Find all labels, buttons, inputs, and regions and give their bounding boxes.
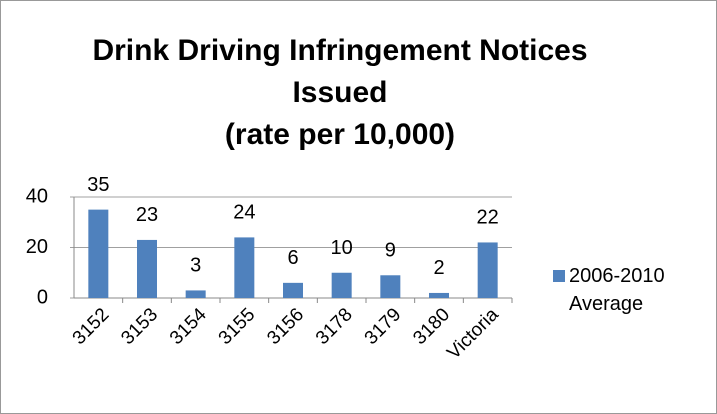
data-label: 10 bbox=[331, 237, 353, 259]
chart-title: Drink Driving Infringement Notices Issue… bbox=[92, 34, 588, 109]
bar bbox=[477, 242, 498, 298]
bar bbox=[429, 292, 449, 298]
data-label: 35 bbox=[87, 174, 109, 196]
x-tick-label: 3178 bbox=[312, 304, 357, 349]
bar bbox=[234, 237, 255, 298]
x-tick-label: 3155 bbox=[215, 304, 260, 349]
x-tick-label: 3154 bbox=[166, 304, 211, 349]
y-tick-label: 0 bbox=[37, 286, 48, 308]
x-tick-label: Victoria bbox=[443, 304, 503, 364]
x-tick-label: 3180 bbox=[409, 304, 454, 349]
chart-title-block: Drink Driving Infringement Notices Issue… bbox=[60, 30, 620, 156]
data-label: 6 bbox=[287, 247, 298, 269]
x-tick-label: 3179 bbox=[361, 304, 406, 349]
legend-swatch bbox=[553, 270, 565, 282]
bar bbox=[88, 209, 109, 298]
bar bbox=[283, 282, 303, 298]
bar bbox=[185, 290, 206, 298]
x-tick-label: 3153 bbox=[117, 304, 162, 349]
bar bbox=[380, 275, 401, 298]
data-label: 3 bbox=[190, 255, 201, 277]
legend: 2006-2010 Average bbox=[553, 262, 683, 318]
x-tick-label: 3156 bbox=[263, 304, 308, 349]
chart-subtitle: (rate per 10,000) bbox=[224, 118, 456, 151]
data-label: 23 bbox=[136, 204, 158, 226]
legend-label: 2006-2010 Average bbox=[569, 265, 665, 315]
bar bbox=[137, 239, 157, 298]
bar bbox=[331, 272, 352, 298]
x-tick-label: 3152 bbox=[69, 304, 114, 349]
data-label: 2 bbox=[433, 257, 444, 279]
data-label: 9 bbox=[385, 240, 396, 262]
y-tick-label: 40 bbox=[26, 185, 48, 207]
y-tick-label: 20 bbox=[26, 236, 48, 258]
data-label: 22 bbox=[477, 207, 499, 229]
data-label: 24 bbox=[233, 202, 255, 224]
